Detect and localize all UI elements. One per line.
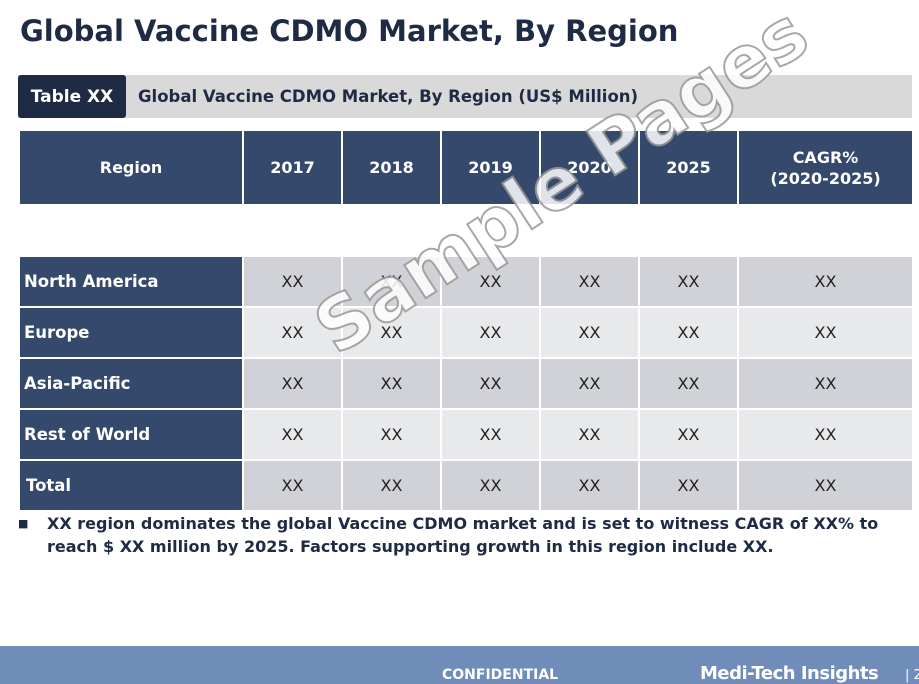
header-2017: 2017 (242, 129, 343, 206)
table-cell: XX (539, 408, 640, 461)
table-cell: XX (341, 408, 442, 461)
table-cell: XX (539, 306, 640, 359)
row-label-rest-of-world: Rest of World (18, 408, 244, 461)
table-cell: XX (242, 357, 343, 410)
table-caption: Global Vaccine CDMO Market, By Region (U… (138, 87, 639, 106)
table-cell: XX (737, 459, 914, 512)
table-row: North America XX XX XX XX XX XX (18, 255, 914, 308)
header-2025: 2025 (638, 129, 739, 206)
header-region: Region (18, 129, 244, 206)
table-cell: XX (440, 459, 541, 512)
header-row: Region 2017 2018 2019 2020 2025 CAGR% (2… (18, 129, 914, 206)
table-row: Asia-Pacific XX XX XX XX XX XX (18, 357, 914, 410)
footer-page-number: | 2 (905, 668, 919, 683)
table-cell: XX (242, 408, 343, 461)
table-row: Rest of World XX XX XX XX XX XX (18, 408, 914, 461)
table-cell: XX (242, 255, 343, 308)
table-cell: XX (737, 306, 914, 359)
footer-bar (0, 646, 919, 684)
footer-confidential: CONFIDENTIAL (442, 667, 559, 683)
table-cell: XX (242, 459, 343, 512)
page-title: Global Vaccine CDMO Market, By Region (20, 14, 679, 48)
header-cagr-label: CAGR% (792, 147, 859, 167)
table-cell: XX (539, 459, 640, 512)
row-label-total: Total (18, 459, 244, 512)
table-cell: XX (737, 408, 914, 461)
header-2019: 2019 (440, 129, 541, 206)
table-cell: XX (440, 408, 541, 461)
caption-bar (18, 75, 912, 118)
table-cell: XX (638, 357, 739, 410)
table-cell: XX (638, 459, 739, 512)
table-cell: XX (737, 255, 914, 308)
row-label-north-america: North America (18, 255, 244, 308)
table-cell: XX (638, 255, 739, 308)
row-label-europe: Europe (18, 306, 244, 359)
table-tag: Table XX (18, 75, 126, 118)
row-label-asia-pacific: Asia-Pacific (18, 357, 244, 410)
header-cagr: CAGR% (2020-2025) (737, 129, 914, 206)
table-row: Total XX XX XX XX XX XX (18, 459, 914, 512)
header-2018: 2018 (341, 129, 442, 206)
region-table: Region 2017 2018 2019 2020 2025 CAGR% (2… (18, 129, 914, 512)
table-cell: XX (539, 255, 640, 308)
table-cell: XX (440, 306, 541, 359)
table-cell: XX (341, 459, 442, 512)
header-cagr-period: (2020-2025) (770, 168, 881, 188)
table-cell: XX (638, 408, 739, 461)
header-gap (19, 205, 913, 256)
table-cell: XX (440, 357, 541, 410)
bullet-point: ■ XX region dominates the global Vaccine… (18, 512, 908, 558)
table-row: Europe XX XX XX XX XX XX (18, 306, 914, 359)
bullet-square-icon: ■ (18, 517, 29, 530)
header-2020: 2020 (539, 129, 640, 206)
table-cell: XX (638, 306, 739, 359)
bullet-text: XX region dominates the global Vaccine C… (47, 514, 879, 556)
table-cell: XX (737, 357, 914, 410)
footer-brand-logo: Medi-Tech Insights (700, 663, 879, 684)
table-cell: XX (341, 357, 442, 410)
table-cell: XX (341, 255, 442, 308)
table-cell: XX (242, 306, 343, 359)
table-cell: XX (440, 255, 541, 308)
table-cell: XX (341, 306, 442, 359)
table-cell: XX (539, 357, 640, 410)
